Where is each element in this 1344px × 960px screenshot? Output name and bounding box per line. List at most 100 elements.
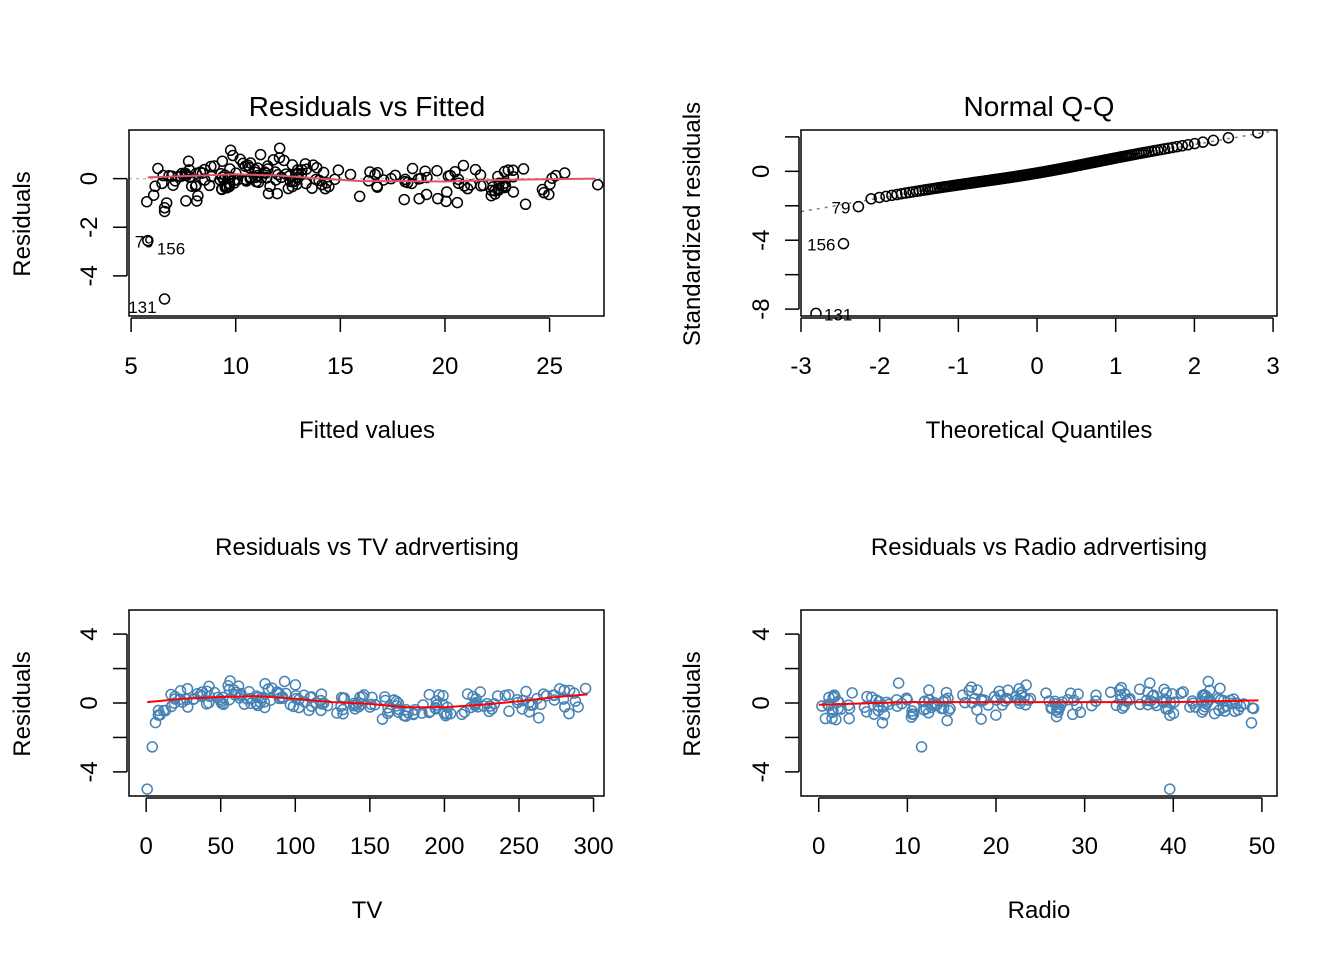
y-tick-label: -4 — [76, 265, 103, 286]
x-axis-label: TV — [352, 897, 383, 924]
x-tick-label: 25 — [536, 353, 563, 380]
data-point — [381, 707, 394, 720]
data-point — [507, 186, 520, 198]
data-point — [146, 741, 159, 753]
y-axis-label: Residuals — [679, 651, 706, 756]
data-point — [568, 687, 580, 699]
data-point — [271, 187, 283, 200]
data-point — [165, 700, 178, 713]
data-point — [364, 701, 376, 713]
x-tick-label: 150 — [350, 833, 390, 860]
data-point — [300, 163, 313, 175]
y-tick-label: 0 — [748, 165, 775, 178]
data-point — [269, 166, 281, 178]
panel-normal-qq: Normal Q-Q Theoretical Quantiles Standar… — [679, 91, 1280, 444]
smooth-line — [818, 699, 1259, 706]
x-tick-label: 200 — [424, 833, 464, 860]
data-point — [224, 144, 237, 157]
data-point — [223, 683, 236, 696]
data-point — [484, 700, 496, 712]
plot-frame — [800, 609, 1278, 797]
data-point — [337, 708, 349, 720]
data-point — [1074, 706, 1087, 719]
chart-title: Normal Q-Q — [964, 91, 1115, 122]
data-point — [1222, 132, 1235, 144]
y-tick-label: 4 — [76, 627, 103, 640]
data-point — [1147, 689, 1160, 701]
data-point — [553, 683, 566, 695]
plot-marks — [141, 675, 592, 795]
data-point — [990, 709, 1002, 721]
data-point — [278, 675, 291, 688]
data-point — [1015, 686, 1028, 699]
data-point — [532, 712, 545, 724]
y-tick-label: -4 — [748, 761, 775, 782]
data-point — [1197, 136, 1209, 148]
chart-title: Residuals vs Radio adrvertising — [871, 534, 1207, 561]
data-point — [896, 697, 908, 710]
plot-area — [816, 675, 1260, 795]
data-point — [1226, 697, 1239, 710]
data-point — [398, 193, 410, 206]
x-tick-label: 50 — [207, 833, 234, 860]
y-axis-label: Standardized residuals — [679, 102, 706, 346]
data-point — [1144, 677, 1156, 689]
data-point — [289, 679, 302, 691]
chart-title: Residuals vs Fitted — [249, 91, 486, 122]
plot-marks: 131 156 79 — [801, 130, 1277, 324]
data-point — [1142, 686, 1154, 698]
data-point — [1177, 686, 1189, 698]
data-point — [142, 234, 154, 247]
data-point — [519, 198, 532, 211]
data-point — [181, 701, 194, 713]
data-point — [149, 716, 162, 729]
outlier-label: 156 — [807, 236, 835, 255]
data-point — [432, 192, 444, 205]
data-point — [937, 702, 950, 715]
x-tick-label: 0 — [1030, 353, 1043, 380]
data-point — [591, 178, 604, 191]
data-point — [160, 197, 173, 209]
data-point — [191, 195, 203, 207]
data-point — [451, 196, 464, 209]
plot-area — [801, 130, 1277, 316]
data-point — [179, 167, 191, 179]
x-axis-label: Fitted values — [299, 417, 435, 444]
data-point — [467, 690, 479, 703]
data-point — [264, 694, 277, 706]
data-point — [219, 179, 231, 191]
data-point — [923, 684, 935, 696]
data-point — [931, 698, 943, 711]
data-point — [1227, 693, 1240, 705]
x-tick-label: 0 — [139, 833, 152, 860]
data-point — [941, 714, 953, 727]
y-tick-label: 0 — [76, 172, 103, 185]
data-point — [548, 689, 560, 702]
data-point — [180, 195, 192, 207]
data-point — [873, 191, 886, 204]
data-point — [382, 702, 394, 714]
data-point — [156, 177, 168, 190]
data-point — [267, 154, 280, 166]
data-point — [957, 689, 969, 701]
data-point — [1214, 682, 1226, 695]
data-point — [1182, 139, 1194, 151]
data-point — [458, 706, 471, 718]
data-point — [264, 180, 276, 193]
data-point — [1002, 684, 1014, 697]
data-point — [971, 704, 983, 716]
data-point — [273, 142, 286, 154]
panel-residuals-vs-radio: Residuals vs Radio adrvertising Radio Re… — [679, 534, 1278, 924]
data-point — [400, 704, 412, 716]
panel-residuals-vs-tv: Residuals vs TV adrvertising TV Residual… — [9, 534, 614, 924]
data-point — [350, 699, 362, 711]
data-point — [296, 164, 308, 176]
chart-title: Residuals vs TV adrvertising — [215, 534, 519, 561]
data-point — [503, 705, 515, 718]
data-point — [1104, 686, 1117, 699]
x-tick-label: 250 — [499, 833, 539, 860]
data-point — [315, 688, 328, 700]
plot-marks: 156 131 79 — [128, 142, 604, 317]
data-point — [558, 167, 571, 179]
data-point — [507, 164, 519, 177]
